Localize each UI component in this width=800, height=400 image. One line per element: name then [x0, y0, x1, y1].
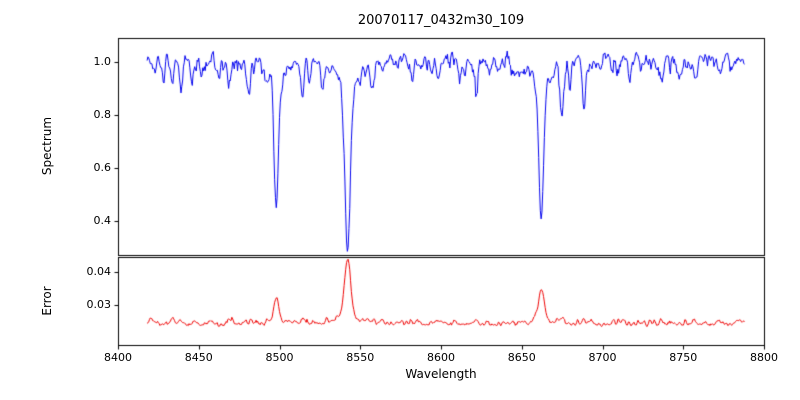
- y-tick-label: 1.0: [93, 54, 112, 68]
- y-tick-label: 0.4: [93, 213, 112, 227]
- x-tick-label: 8800: [750, 351, 778, 364]
- chart-title: 20070117_0432m30_109: [357, 13, 525, 28]
- x-tick-label: 8400: [104, 351, 132, 364]
- x-tick-label: 8750: [669, 351, 698, 364]
- x-tick-label: 8700: [588, 351, 617, 364]
- x-tick-label: 8600: [427, 351, 455, 364]
- error-y-axis-label: Error: [40, 286, 54, 316]
- y-tick-label: 0.04: [86, 264, 112, 278]
- x-tick-label: 8650: [507, 351, 536, 364]
- y-tick-label: 0.8: [93, 107, 112, 121]
- y-tick-label: 0.03: [86, 298, 112, 312]
- y-tick-label: 0.6: [93, 160, 112, 174]
- x-tick-label: 8450: [184, 351, 213, 364]
- x-axis-label: Wavelength: [405, 367, 477, 381]
- x-tick-label: 8550: [346, 351, 375, 364]
- x-tick-label: 8500: [265, 351, 294, 364]
